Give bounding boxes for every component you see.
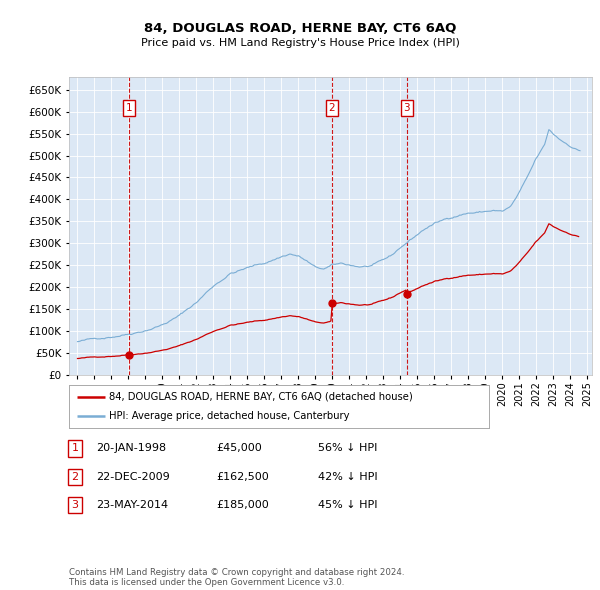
Text: 1: 1 bbox=[126, 103, 133, 113]
Text: 3: 3 bbox=[71, 500, 79, 510]
Text: 45% ↓ HPI: 45% ↓ HPI bbox=[318, 500, 377, 510]
Text: 42% ↓ HPI: 42% ↓ HPI bbox=[318, 472, 377, 481]
Text: £185,000: £185,000 bbox=[216, 500, 269, 510]
Text: 84, DOUGLAS ROAD, HERNE BAY, CT6 6AQ (detached house): 84, DOUGLAS ROAD, HERNE BAY, CT6 6AQ (de… bbox=[109, 392, 413, 402]
Text: £162,500: £162,500 bbox=[216, 472, 269, 481]
Text: 2: 2 bbox=[71, 472, 79, 481]
Text: HPI: Average price, detached house, Canterbury: HPI: Average price, detached house, Cant… bbox=[109, 411, 349, 421]
Text: Contains HM Land Registry data © Crown copyright and database right 2024.
This d: Contains HM Land Registry data © Crown c… bbox=[69, 568, 404, 587]
Text: 2: 2 bbox=[329, 103, 335, 113]
Text: 3: 3 bbox=[404, 103, 410, 113]
Text: 22-DEC-2009: 22-DEC-2009 bbox=[96, 472, 170, 481]
Text: 20-JAN-1998: 20-JAN-1998 bbox=[96, 444, 166, 453]
Text: Price paid vs. HM Land Registry's House Price Index (HPI): Price paid vs. HM Land Registry's House … bbox=[140, 38, 460, 48]
Text: 84, DOUGLAS ROAD, HERNE BAY, CT6 6AQ: 84, DOUGLAS ROAD, HERNE BAY, CT6 6AQ bbox=[144, 22, 456, 35]
Text: 56% ↓ HPI: 56% ↓ HPI bbox=[318, 444, 377, 453]
Text: 23-MAY-2014: 23-MAY-2014 bbox=[96, 500, 168, 510]
Text: £45,000: £45,000 bbox=[216, 444, 262, 453]
Text: 1: 1 bbox=[71, 444, 79, 453]
